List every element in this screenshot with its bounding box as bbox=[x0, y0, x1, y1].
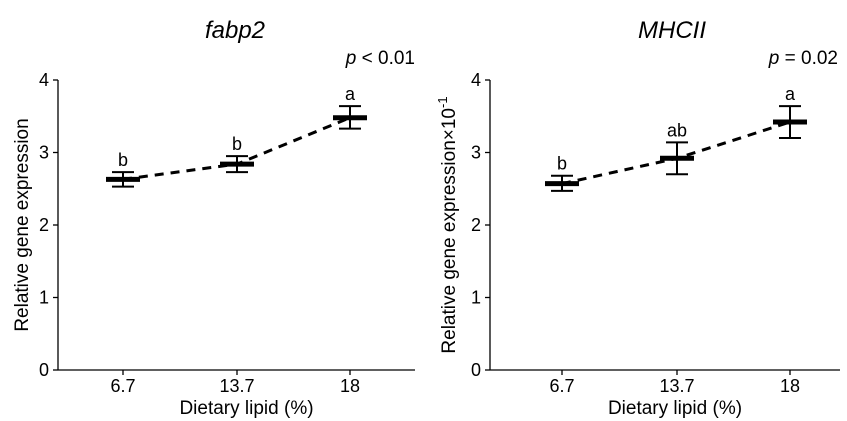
chart-panel-2: MHCII p = 0.02 0 1 2 3 4 6.7 13.7 18 Dietary lipid… bbox=[435, 17, 840, 419]
p-value-label: p = 0.02 bbox=[768, 48, 838, 69]
significance-letter: b bbox=[232, 134, 242, 154]
y-axis-label: Relative gene expression bbox=[12, 118, 33, 331]
significance-letter: a bbox=[785, 84, 796, 104]
y-tick-label: 1 bbox=[471, 288, 481, 308]
x-tick-label: 6.7 bbox=[549, 376, 574, 396]
x-tick-label: 6.7 bbox=[110, 376, 135, 396]
y-tick-label: 2 bbox=[39, 215, 49, 235]
chart-title: MHCII bbox=[638, 17, 706, 44]
y-tick-label: 4 bbox=[39, 70, 49, 90]
y-tick-label: 0 bbox=[39, 360, 49, 380]
significance-letter: b bbox=[557, 154, 567, 174]
y-tick-label: 0 bbox=[471, 360, 481, 380]
y-axis-label: Relative gene expression×10-1 bbox=[435, 96, 460, 353]
significance-letter: ab bbox=[667, 120, 687, 140]
y-tick-label: 4 bbox=[471, 70, 481, 90]
x-tick-label: 13.7 bbox=[659, 376, 694, 396]
p-value-label: p < 0.01 bbox=[345, 48, 415, 69]
chart-title: fabp2 bbox=[205, 17, 265, 44]
x-axis-label: Dietary lipid (%) bbox=[608, 398, 742, 419]
x-tick-label: 18 bbox=[780, 376, 800, 396]
x-axis-label: Dietary lipid (%) bbox=[179, 398, 313, 419]
x-tick-label: 13.7 bbox=[219, 376, 254, 396]
y-tick-label: 3 bbox=[39, 143, 49, 163]
y-tick-label: 2 bbox=[471, 215, 481, 235]
chart-panel-1: fabp2 p < 0.01 0 1 2 3 4 6.7 13.7 18 Dietary lipid… bbox=[12, 17, 415, 419]
significance-letter: b bbox=[118, 150, 128, 170]
y-tick-label: 1 bbox=[39, 288, 49, 308]
significance-letter: a bbox=[345, 84, 356, 104]
x-tick-label: 18 bbox=[340, 376, 360, 396]
y-tick-label: 3 bbox=[471, 143, 481, 163]
